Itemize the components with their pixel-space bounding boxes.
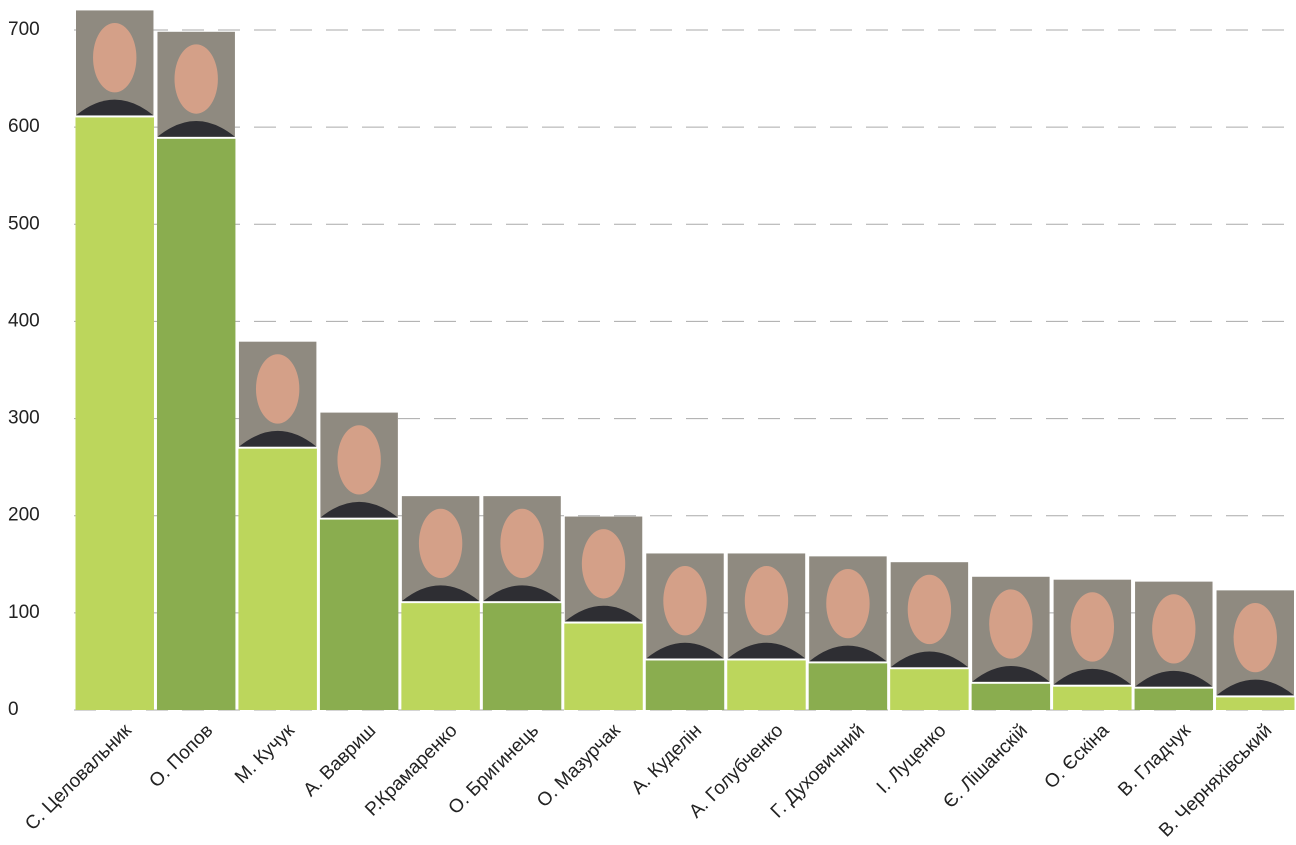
portrait [646, 553, 724, 659]
y-tick-label: 500 [8, 213, 40, 234]
portrait [320, 412, 398, 518]
x-tick-label: І. Луценко [873, 720, 951, 798]
y-tick-label: 600 [8, 116, 40, 137]
portrait-body [401, 585, 480, 602]
portrait-face [989, 589, 1033, 659]
portrait-body [890, 651, 969, 668]
portrait [157, 31, 235, 137]
portrait [483, 496, 561, 602]
portrait-face [255, 354, 300, 424]
portrait-body [972, 666, 1050, 682]
portrait-body [320, 501, 398, 518]
y-tick-label: 700 [8, 19, 40, 40]
portrait-body [727, 642, 806, 659]
portrait [564, 516, 643, 622]
y-tick-label: 200 [8, 505, 40, 526]
bar [808, 663, 888, 710]
x-tick-label: А. Вавриш [300, 720, 381, 801]
portrait [727, 553, 806, 659]
portrait [972, 576, 1050, 682]
x-tick-label: М. Кучук [231, 720, 299, 788]
bar [1216, 697, 1295, 710]
x-tick-label: О. Єскіна [1041, 720, 1114, 793]
portrait-face [418, 508, 463, 579]
portrait-body [76, 99, 154, 116]
portrait-body [809, 645, 887, 662]
y-tick-label: 400 [8, 310, 40, 331]
bar [564, 623, 643, 710]
bar [1053, 686, 1132, 710]
bar [1134, 688, 1214, 710]
y-tick-label: 0 [8, 699, 19, 720]
portrait [1216, 590, 1294, 696]
portrait-body [646, 642, 724, 659]
x-tick-label: А. Куделін [628, 720, 706, 798]
portrait-face [1233, 602, 1277, 673]
bar [645, 660, 725, 710]
bar [238, 448, 317, 710]
x-tick-label: О. Мазурчак [533, 720, 625, 812]
portrait-face [1152, 594, 1196, 664]
portrait [238, 341, 317, 447]
portrait-face [337, 425, 381, 495]
portrait [1135, 581, 1213, 687]
portrait-face [500, 508, 544, 579]
x-tick-label: О. Попов [145, 720, 217, 792]
portrait [401, 496, 480, 602]
portrait-body [564, 605, 643, 622]
portrait-face [174, 44, 218, 114]
portrait-face [663, 566, 707, 636]
portrait-face [581, 529, 626, 599]
x-tick-label: С. Целовальник [21, 720, 136, 835]
portrait-body [1053, 668, 1132, 685]
bar [482, 603, 562, 710]
y-tick-label: 100 [8, 602, 40, 623]
portrait-face [93, 23, 137, 93]
bar [319, 519, 399, 710]
portrait [1053, 579, 1132, 685]
bar [727, 660, 806, 710]
portrait-face [907, 574, 952, 645]
x-tick-label: Є. Лішанскій [939, 720, 1032, 813]
portrait-face [744, 566, 789, 636]
portrait-body [483, 585, 561, 602]
portrait [890, 562, 969, 668]
bar [156, 138, 236, 711]
bar [971, 683, 1051, 710]
portrait-face [1070, 592, 1115, 662]
portrait [76, 10, 154, 116]
portrait-face [826, 568, 870, 639]
portrait-body [157, 121, 235, 137]
portrait [809, 556, 887, 662]
portrait-body [238, 430, 317, 447]
portrait-body [1216, 679, 1294, 696]
bar [890, 669, 969, 710]
y-tick-label: 300 [8, 408, 40, 429]
bar [401, 603, 480, 710]
x-tick-label: В. Гладчук [1114, 720, 1195, 801]
bar [75, 117, 154, 710]
portrait-body [1135, 670, 1213, 687]
